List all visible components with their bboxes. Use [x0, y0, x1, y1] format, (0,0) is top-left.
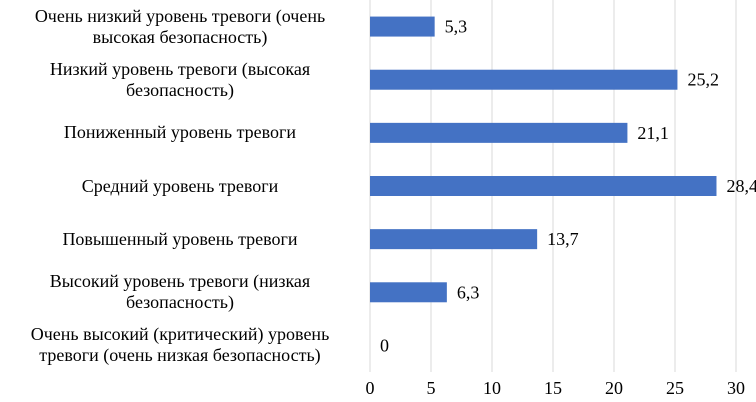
bar	[370, 122, 628, 143]
category-label: Очень низкий уровень тревоги (очень высо…	[34, 5, 326, 47]
x-tick-label: 10	[483, 378, 501, 398]
bar	[370, 69, 678, 90]
data-label: 21,1	[637, 123, 669, 143]
category-label: Средний уровень тревоги	[81, 175, 279, 196]
category-label: Высокий уровень тревоги (низкая безопасн…	[49, 271, 311, 313]
data-label: 6,3	[457, 282, 480, 302]
bar	[370, 176, 717, 196]
data-label: 0	[380, 335, 389, 355]
x-tick-label: 0	[366, 378, 375, 398]
data-label: 25,2	[687, 70, 719, 90]
x-tick-label: 5	[427, 378, 436, 398]
bar	[370, 16, 435, 37]
bar	[370, 282, 447, 303]
category-label: Низкий уровень тревоги (высокая безопасн…	[49, 58, 311, 100]
category-label: Пониженный уровень тревоги	[63, 122, 297, 143]
x-tick-label: 30	[727, 378, 745, 398]
x-tick-label: 15	[544, 378, 562, 398]
bar	[370, 229, 538, 250]
category-label: Очень высокий (критический) уровень трев…	[30, 324, 330, 366]
x-tick-label: 20	[605, 378, 623, 398]
x-tick-label: 25	[666, 378, 684, 398]
category-label: Повышенный уровень тревоги	[62, 228, 298, 249]
data-label: 13,7	[547, 229, 579, 249]
data-label: 5,3	[445, 17, 468, 37]
data-label: 28,4	[726, 176, 756, 196]
